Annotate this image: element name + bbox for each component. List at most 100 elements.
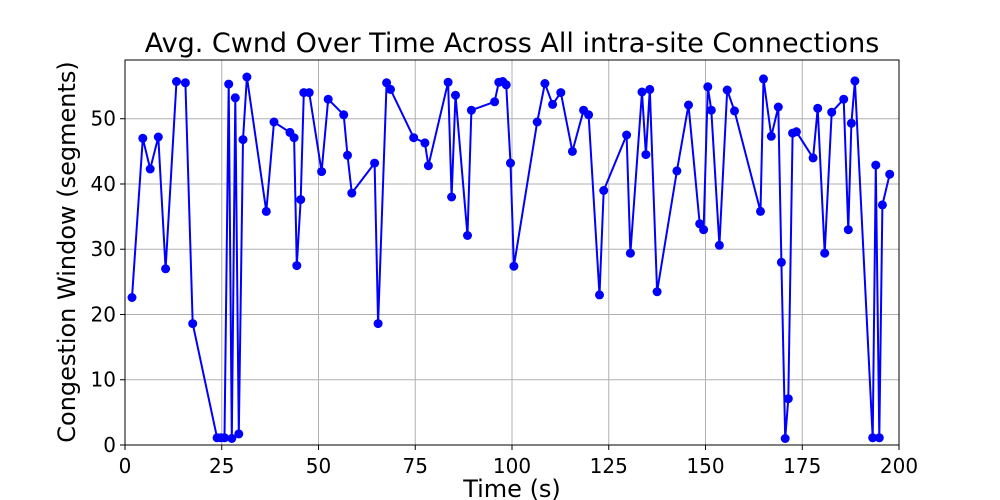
- data-point: [145, 164, 155, 174]
- data-point: [420, 138, 430, 148]
- data-point: [443, 77, 453, 87]
- data-point: [323, 94, 333, 104]
- data-point: [317, 167, 327, 177]
- data-point: [839, 94, 849, 104]
- data-point: [227, 434, 237, 443]
- y-axis-title: Congestion Window (segments): [53, 61, 81, 443]
- x-tick-label: 200: [880, 454, 918, 478]
- data-point: [423, 161, 433, 171]
- data-point: [877, 200, 887, 210]
- x-tick-label: 50: [306, 454, 331, 478]
- data-point: [885, 169, 895, 179]
- data-point: [339, 110, 349, 120]
- data-point: [540, 79, 550, 88]
- data-point: [224, 79, 234, 89]
- data-point: [347, 188, 357, 198]
- data-point: [447, 192, 457, 202]
- x-tick-label: 125: [590, 454, 628, 478]
- x-tick-label: 0: [119, 454, 132, 478]
- data-point: [714, 240, 724, 250]
- y-tick-label: 50: [91, 107, 116, 131]
- data-point: [759, 74, 768, 84]
- data-point: [373, 319, 383, 329]
- data-point: [548, 99, 558, 109]
- data-point: [584, 110, 594, 120]
- data-point: [292, 261, 302, 271]
- data-point: [827, 107, 837, 117]
- data-point: [599, 186, 609, 195]
- data-point: [230, 93, 240, 103]
- data-point: [625, 248, 635, 258]
- data-point: [138, 133, 148, 143]
- data-point: [843, 225, 853, 235]
- data-point: [773, 102, 783, 112]
- data-point: [791, 127, 801, 137]
- x-axis: 0 25 50 75 100 125 150 175 200: [119, 445, 918, 478]
- data-point: [730, 106, 739, 116]
- data-point: [370, 158, 380, 168]
- data-point: [874, 433, 884, 443]
- data-point: [451, 90, 460, 100]
- data-point: [846, 118, 856, 128]
- data-point: [463, 231, 472, 240]
- data-point: [386, 84, 395, 94]
- data-point: [637, 87, 647, 97]
- data-point: [506, 158, 515, 168]
- data-point: [868, 433, 878, 443]
- series-line: [131, 76, 891, 440]
- data-point: [220, 433, 229, 443]
- y-axis: 0 10 20 30 40 50: [91, 107, 125, 457]
- data-point: [180, 78, 190, 88]
- data-point: [703, 82, 713, 92]
- data-point: [672, 166, 682, 176]
- data-point: [595, 290, 604, 300]
- series-layer: [127, 72, 895, 443]
- data-point: [766, 131, 776, 141]
- y-tick-label: 10: [91, 368, 116, 392]
- data-point: [567, 146, 577, 156]
- data-point: [871, 160, 881, 170]
- data-point: [556, 88, 566, 98]
- y-tick-label: 0: [103, 433, 116, 457]
- data-point: [127, 293, 137, 302]
- data-point: [699, 225, 709, 235]
- data-point: [501, 80, 511, 90]
- data-point: [813, 103, 823, 113]
- data-point: [652, 287, 662, 297]
- data-point: [289, 133, 299, 143]
- x-tick-label: 75: [403, 454, 428, 478]
- data-point: [466, 105, 476, 115]
- data-point: [238, 135, 248, 145]
- data-point: [188, 319, 198, 329]
- data-point: [172, 77, 181, 86]
- data-point: [722, 85, 732, 95]
- data-point: [641, 150, 651, 160]
- data-point: [296, 195, 306, 205]
- data-point: [776, 257, 786, 267]
- data-point: [382, 78, 392, 88]
- data-point: [161, 264, 171, 274]
- data-point: [261, 206, 271, 216]
- x-axis-title: Time (s): [462, 475, 561, 500]
- data-point: [234, 429, 244, 439]
- x-tick-label: 100: [493, 454, 531, 478]
- y-tick-label: 30: [91, 237, 116, 261]
- data-point: [684, 100, 693, 110]
- chart-title: Avg. Cwnd Over Time Across All intra-sit…: [145, 28, 880, 59]
- x-tick-label: 25: [209, 454, 234, 478]
- data-point: [756, 206, 765, 216]
- data-point: [706, 105, 716, 115]
- data-point: [850, 76, 860, 86]
- x-tick-label: 150: [686, 454, 724, 478]
- data-point: [490, 97, 500, 107]
- data-point: [343, 150, 352, 160]
- data-point: [645, 84, 655, 94]
- data-point: [783, 394, 793, 404]
- data-point: [622, 130, 632, 140]
- data-point: [532, 117, 542, 127]
- data-point: [409, 133, 419, 143]
- data-point: [269, 117, 279, 127]
- data-point: [242, 72, 252, 82]
- data-point: [153, 132, 163, 142]
